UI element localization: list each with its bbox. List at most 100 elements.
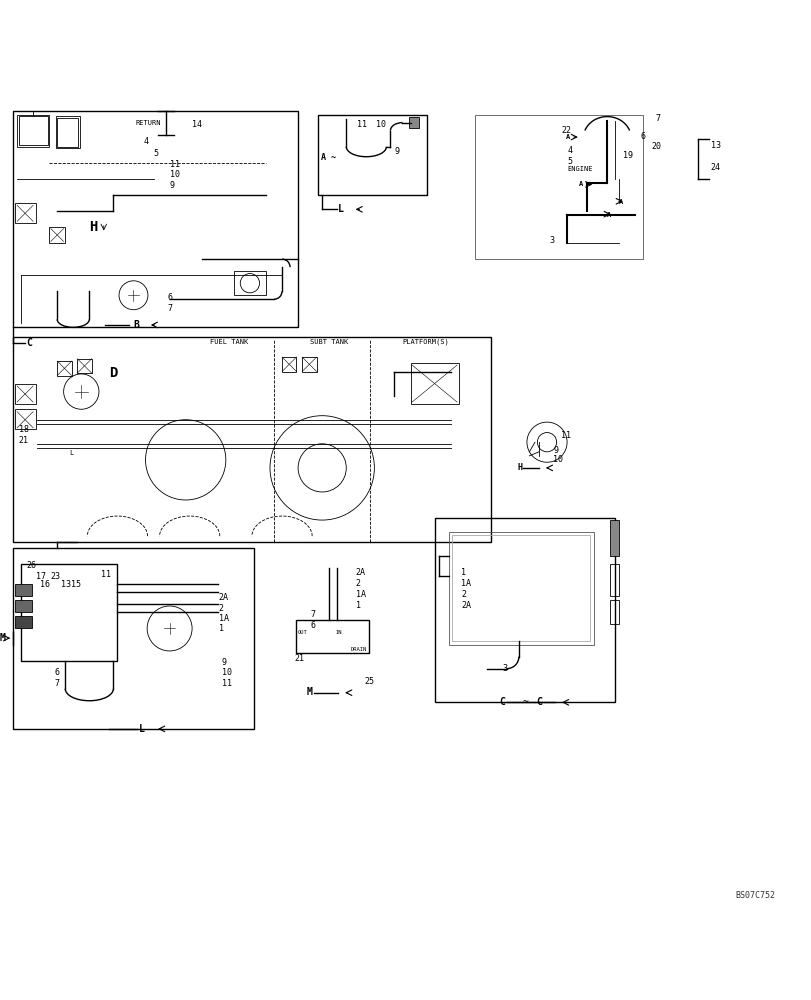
Text: 7: 7 — [54, 679, 60, 688]
Text: 2: 2 — [218, 604, 223, 613]
Text: 1: 1 — [461, 568, 466, 577]
Text: C: C — [536, 697, 542, 707]
Text: A: A — [619, 199, 623, 205]
Text: 17: 17 — [36, 572, 45, 581]
Text: 24: 24 — [710, 163, 720, 172]
Bar — [234, 271, 266, 295]
Bar — [296, 620, 368, 653]
Text: A: A — [607, 212, 611, 218]
Text: 26: 26 — [27, 561, 36, 570]
Text: 7: 7 — [167, 304, 172, 313]
Text: 22: 22 — [560, 126, 571, 135]
Text: 19: 19 — [623, 151, 633, 160]
Text: 9: 9 — [221, 658, 226, 667]
Text: 10: 10 — [221, 668, 231, 677]
Text: A: A — [578, 181, 582, 187]
Bar — [17, 115, 49, 147]
Text: 3: 3 — [549, 236, 554, 245]
Text: 21: 21 — [294, 654, 303, 663]
Text: H: H — [517, 463, 522, 472]
Text: 11: 11 — [169, 160, 179, 169]
Bar — [13, 548, 254, 729]
Text: 3: 3 — [502, 664, 507, 673]
Text: 25: 25 — [364, 677, 375, 686]
Text: H: H — [89, 220, 97, 234]
Text: 11: 11 — [560, 431, 571, 440]
Text: 5: 5 — [153, 149, 158, 158]
Bar — [609, 600, 619, 624]
Text: 10: 10 — [375, 120, 385, 129]
Text: 1: 1 — [355, 601, 360, 610]
Text: ~: ~ — [522, 697, 528, 707]
Text: 1: 1 — [218, 624, 223, 633]
Bar — [609, 520, 619, 556]
Text: 13: 13 — [710, 141, 720, 150]
Text: 10: 10 — [169, 170, 179, 179]
Text: L: L — [338, 204, 344, 214]
Text: A: A — [564, 134, 569, 140]
Bar — [281, 357, 296, 372]
Text: IN: IN — [335, 630, 341, 635]
Text: 2A: 2A — [218, 593, 229, 602]
Bar — [15, 203, 36, 223]
Text: D: D — [109, 366, 118, 380]
Text: B: B — [133, 320, 139, 330]
Text: 7: 7 — [654, 114, 659, 123]
Bar — [19, 116, 48, 145]
Bar — [55, 116, 79, 148]
Bar — [410, 363, 458, 404]
Text: ENGINE: ENGINE — [566, 166, 592, 172]
Text: 11: 11 — [356, 120, 367, 129]
Bar — [57, 118, 78, 147]
Bar — [318, 115, 426, 195]
Text: OUT: OUT — [298, 630, 307, 635]
Text: 6: 6 — [54, 668, 60, 677]
Text: 9: 9 — [553, 446, 558, 455]
Bar — [49, 227, 65, 243]
Text: 14: 14 — [192, 120, 202, 129]
Text: 1A: 1A — [461, 579, 470, 588]
Text: 11: 11 — [221, 679, 231, 688]
Text: 1A: 1A — [355, 590, 366, 599]
Text: 2: 2 — [461, 590, 466, 599]
Text: PLATFORM(S): PLATFORM(S) — [402, 339, 448, 345]
Bar — [15, 384, 36, 404]
Bar — [452, 535, 590, 641]
Bar — [448, 532, 593, 645]
Bar — [15, 409, 36, 429]
Text: 2A: 2A — [461, 601, 470, 610]
Bar — [434, 518, 615, 702]
Bar — [15, 600, 32, 612]
Text: FUEL TANK: FUEL TANK — [209, 339, 247, 345]
Bar — [57, 361, 71, 376]
Text: 9: 9 — [394, 147, 399, 156]
Text: 10: 10 — [553, 455, 563, 464]
Text: DRAIN: DRAIN — [350, 647, 366, 652]
Text: 5: 5 — [566, 157, 572, 166]
Text: 15: 15 — [71, 580, 81, 589]
Text: 4: 4 — [144, 137, 148, 146]
Text: BS07C752: BS07C752 — [735, 891, 775, 900]
Bar — [609, 564, 619, 596]
Text: 4: 4 — [566, 146, 572, 155]
Text: 11: 11 — [101, 570, 111, 579]
Text: M: M — [307, 687, 312, 697]
Text: 23: 23 — [51, 572, 61, 581]
Text: 20: 20 — [650, 142, 661, 151]
Bar — [13, 111, 298, 327]
Text: 21: 21 — [19, 436, 28, 445]
Text: C: C — [27, 338, 32, 348]
Bar — [15, 584, 32, 596]
Text: L: L — [139, 724, 145, 734]
Bar — [474, 115, 642, 259]
Bar — [409, 117, 418, 128]
Text: RETURN: RETURN — [135, 120, 161, 126]
Text: 16: 16 — [40, 580, 49, 589]
Bar — [21, 564, 118, 661]
Text: M: M — [0, 633, 5, 643]
Text: A ~: A ~ — [320, 153, 335, 162]
Text: 13: 13 — [61, 580, 71, 589]
Text: 2: 2 — [355, 579, 360, 588]
Bar — [77, 359, 92, 373]
Text: 1A: 1A — [218, 614, 229, 623]
